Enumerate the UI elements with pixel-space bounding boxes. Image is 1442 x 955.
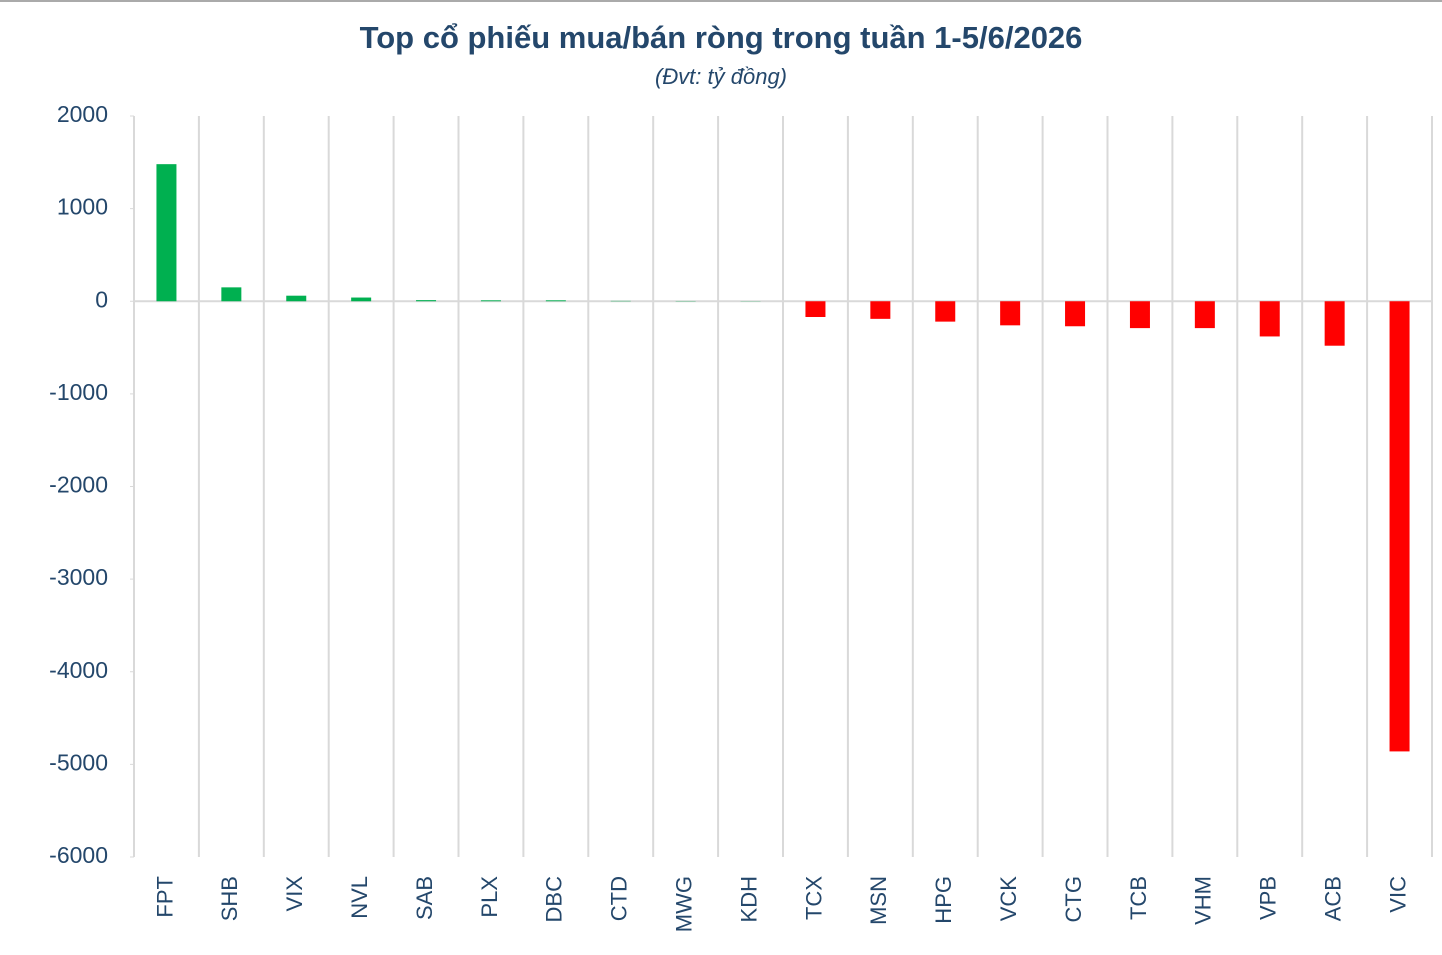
x-tick-label: MSN (866, 876, 891, 925)
y-tick-label: -1000 (49, 379, 108, 405)
bar (546, 300, 566, 301)
x-tick-label: MWG (671, 876, 696, 932)
x-tick-label: PLX (477, 876, 502, 918)
y-tick-label: -6000 (49, 842, 108, 868)
x-tick-label: ACB (1320, 876, 1345, 921)
chart-title: Top cổ phiếu mua/bán ròng trong tuần 1-5… (360, 20, 1083, 55)
bar (416, 300, 436, 301)
bar (221, 287, 241, 301)
bar (1325, 301, 1345, 345)
bar (1195, 301, 1215, 328)
bar (286, 296, 306, 302)
y-tick-label: -2000 (49, 472, 108, 498)
bar (935, 301, 955, 321)
x-tick-label: KDH (736, 876, 761, 922)
bar (1390, 301, 1410, 751)
y-tick-label: 2000 (57, 101, 108, 127)
y-tick-label: -5000 (49, 749, 108, 775)
bar (156, 164, 176, 301)
bar (805, 301, 825, 317)
x-tick-label: VIX (282, 876, 307, 912)
y-tick-label: -3000 (49, 564, 108, 590)
y-tick-label: 1000 (57, 194, 108, 220)
bar (351, 298, 371, 302)
x-tick-label: VHM (1191, 876, 1216, 925)
bar (1000, 301, 1020, 325)
x-tick-label: SHB (217, 876, 242, 921)
x-tick-label: VCK (996, 876, 1021, 922)
bar (870, 301, 890, 319)
chart-subtitle: (Đvt: tỷ đồng) (655, 64, 787, 89)
x-tick-label: CTG (1061, 876, 1086, 922)
x-tick-label: TCB (1126, 876, 1151, 920)
bar (1065, 301, 1085, 326)
bar (1260, 301, 1280, 336)
x-tick-label: DBC (542, 876, 567, 923)
y-tick-label: -4000 (49, 657, 108, 683)
y-tick-label: 0 (95, 286, 108, 312)
bar (1130, 301, 1150, 328)
x-tick-label: TCX (801, 876, 826, 920)
x-tick-label: HPG (931, 876, 956, 924)
x-tick-label: SAB (412, 876, 437, 920)
bar (481, 300, 501, 301)
x-tick-label: FPT (152, 876, 177, 918)
x-tick-label: NVL (347, 876, 372, 919)
x-tick-label: VPB (1256, 876, 1281, 920)
x-tick-label: VIC (1385, 876, 1410, 913)
x-tick-label: CTD (607, 876, 632, 921)
